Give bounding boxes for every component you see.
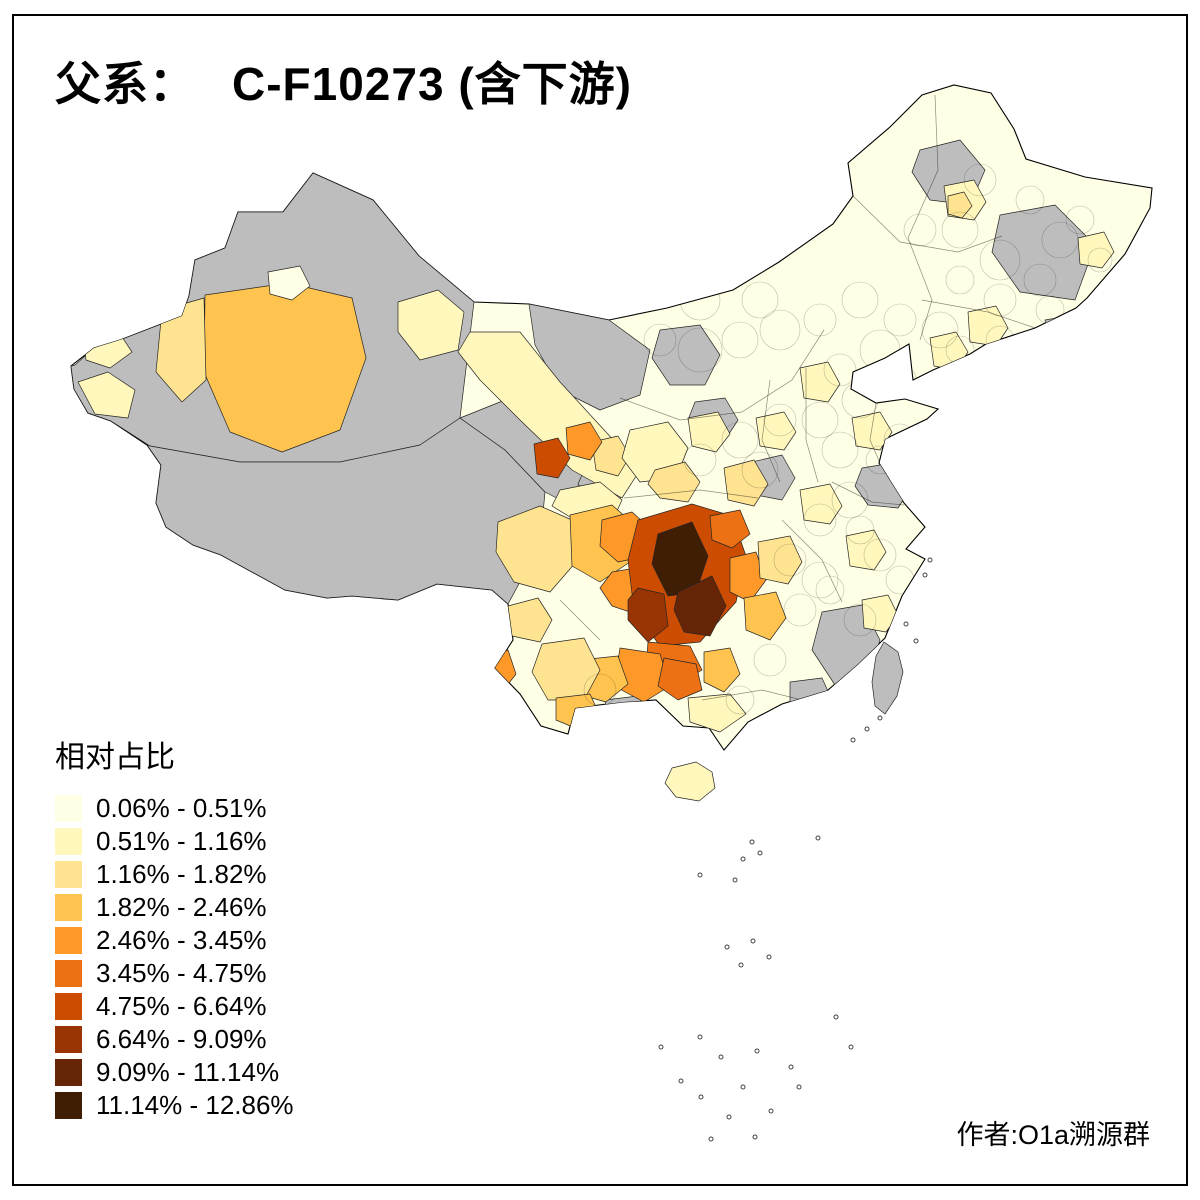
legend-swatch [55,894,82,921]
legend-swatch [55,861,82,888]
map-region [967,305,1009,347]
legend-swatch [55,828,82,855]
title-haplogroup: C-F10273 (含下游) [232,58,632,110]
map-region [657,657,703,701]
map-region [155,297,207,403]
map-region [495,505,577,593]
legend: 相对占比 0.06% - 0.51% 0.51% - 1.16% 1.16% -… [55,732,294,1122]
legend-label: 1.82% - 2.46% [96,892,267,922]
legend-label: 4.75% - 6.64% [96,991,267,1021]
map-region [723,459,769,507]
map-region [709,509,751,549]
map-region [203,282,367,453]
map-region [533,437,571,479]
map-region [651,324,721,386]
map-region [565,421,603,461]
legend-label: 1.16% - 1.82% [96,859,267,889]
map-region [845,529,887,571]
legend-title: 相对占比 [55,741,175,774]
legend-item: 3.45% - 4.75% [55,957,294,990]
taiwan-island [871,641,904,715]
legend-item: 0.06% - 0.51% [55,792,294,825]
map-region [799,361,841,403]
map-region [991,204,1096,301]
map-region [397,289,465,361]
legend-item: 0.51% - 1.16% [55,825,294,858]
map-region [947,191,973,219]
legend-swatch [55,1059,82,1086]
legend-swatch [55,993,82,1020]
legend-item: 2.46% - 3.45% [55,924,294,957]
author-credit: 作者:O1a溯源群 [956,1120,1150,1150]
map-region [1077,231,1115,269]
map-title: 父系： C-F10273 (含下游) [55,48,632,114]
hainan-island [664,761,716,802]
legend-item: 11.14% - 12.86% [55,1089,294,1122]
map-region [673,575,727,637]
legend-item: 1.82% - 2.46% [55,891,294,924]
legend-swatch [55,927,82,954]
map-region [77,371,136,419]
map-region [743,591,787,641]
province-boundaries [559,94,1036,701]
map-region [703,647,741,693]
legend-item: 4.75% - 6.64% [55,990,294,1023]
legend-label: 0.06% - 0.51% [96,793,267,823]
map-region [591,435,631,477]
legend-label: 9.09% - 11.14% [96,1057,280,1087]
legend-label: 11.14% - 12.86% [96,1090,294,1120]
map-region [647,461,701,503]
map-region [755,411,797,451]
legend-swatch [55,795,82,822]
map-region [757,535,803,585]
map-region [267,265,311,301]
map-region [729,551,767,603]
legend-swatch [55,1026,82,1053]
legend-item: 9.09% - 11.14% [55,1056,294,1089]
map-region [799,483,843,525]
map-region [146,417,546,605]
legend-label: 3.45% - 4.75% [96,958,267,988]
islands [664,641,904,802]
legend-label: 6.64% - 9.09% [96,1024,267,1054]
legend-item: 1.16% - 1.82% [55,858,294,891]
legend-swatch [55,960,82,987]
legend-label: 2.46% - 3.45% [96,925,267,955]
legend-label: 0.51% - 1.16% [96,826,267,856]
sea-islands [658,557,933,1142]
title-prefix: 父系： [55,58,196,110]
map-region [687,693,747,733]
legend-swatch [55,1092,82,1119]
map-region [687,411,731,453]
legend-item: 6.64% - 9.09% [55,1023,294,1056]
